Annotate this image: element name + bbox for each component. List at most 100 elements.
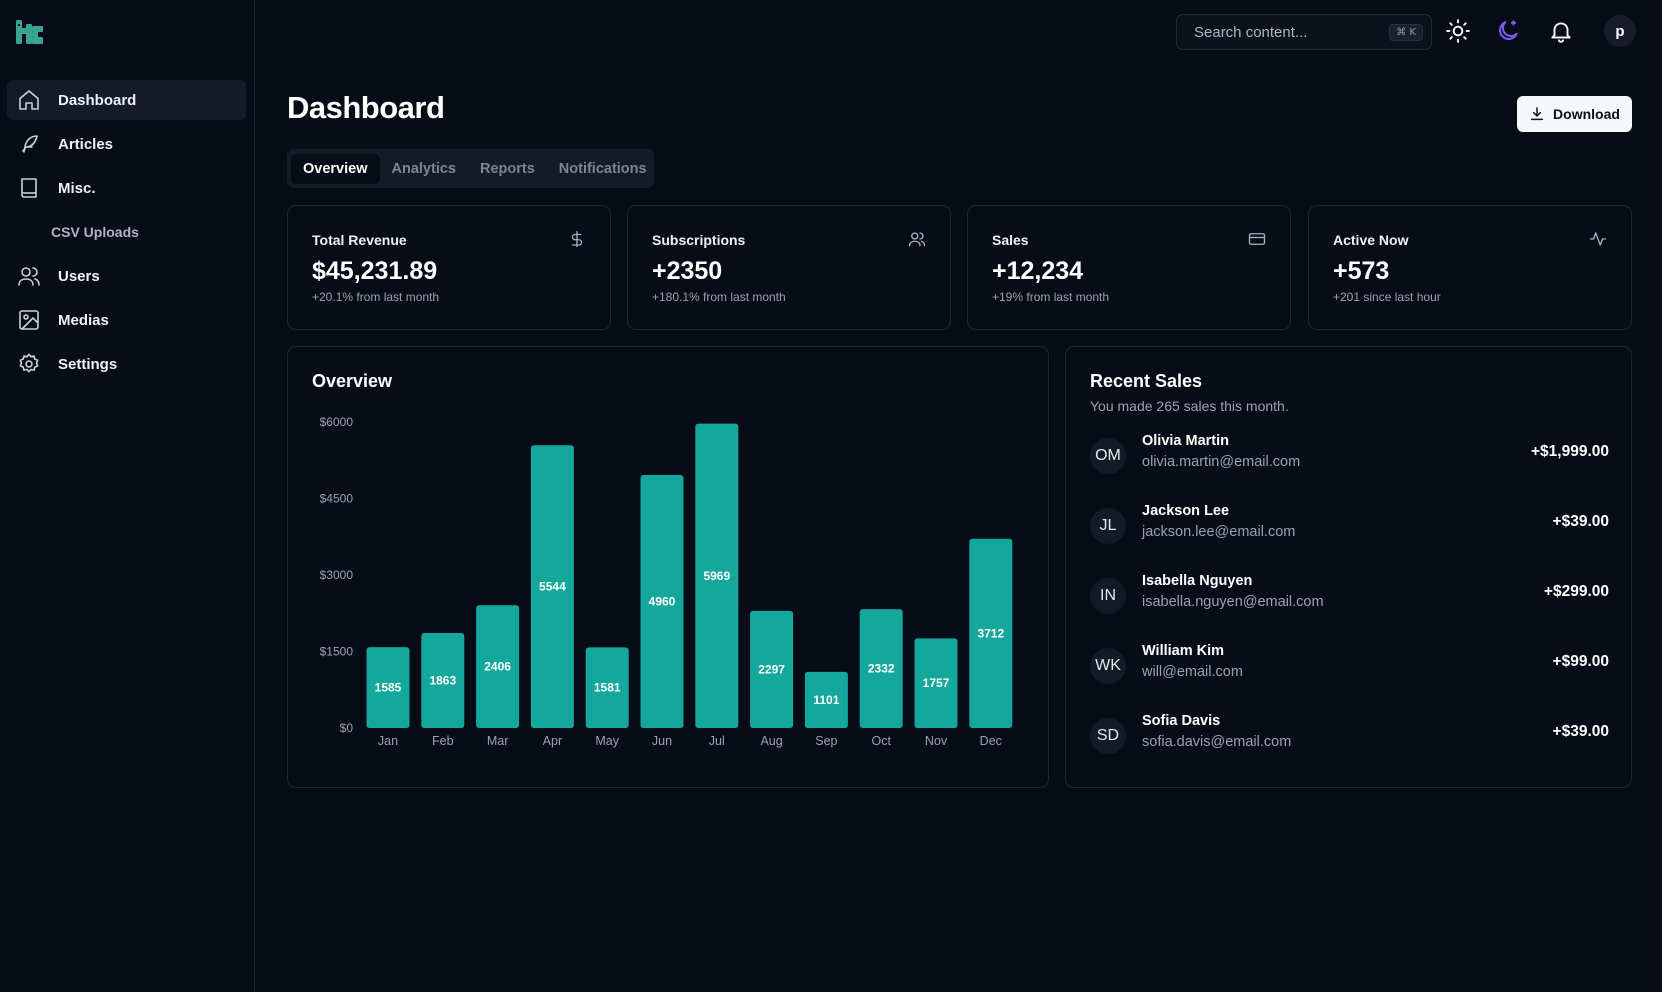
x-tick-label: Aug xyxy=(760,734,782,748)
x-tick-label: May xyxy=(595,734,619,748)
sale-row: IN Isabella Nguyen isabella.nguyen@email… xyxy=(1090,573,1609,617)
y-tick-label: $3000 xyxy=(320,568,354,582)
tab-reports[interactable]: Reports xyxy=(479,160,535,177)
user-avatar[interactable]: p xyxy=(1604,15,1636,47)
sidebar-item-settings[interactable]: Settings xyxy=(7,344,246,384)
tab-notifications[interactable]: Notifications xyxy=(558,160,647,177)
kpi-value: +573 xyxy=(1333,257,1390,285)
bar-value-label: 4960 xyxy=(649,595,676,609)
bar-jul xyxy=(695,423,739,728)
image-icon xyxy=(17,308,41,332)
sidebar-item-label: Users xyxy=(58,267,100,285)
y-tick-label: $0 xyxy=(340,721,354,735)
sidebar-item-dashboard[interactable]: Dashboard xyxy=(7,80,246,120)
bell-icon[interactable] xyxy=(1548,18,1574,44)
bar-feb xyxy=(421,632,465,728)
tab-analytics[interactable]: Analytics xyxy=(391,160,456,177)
kpi-value: +2350 xyxy=(652,257,723,285)
feather-icon xyxy=(17,132,41,156)
x-tick-label: Mar xyxy=(487,734,509,748)
kpi-title: Total Revenue xyxy=(312,232,407,248)
bar-sep xyxy=(804,671,848,728)
bar-value-label: 5969 xyxy=(703,569,730,583)
avatar: SD xyxy=(1090,718,1126,754)
sun-icon[interactable] xyxy=(1445,18,1471,44)
sale-amount: +$99.00 xyxy=(1552,653,1609,670)
sale-row: OM Olivia Martin olivia.martin@email.com… xyxy=(1090,433,1609,477)
kpi-value: +12,234 xyxy=(992,257,1084,285)
sale-row: WK William Kim will@email.com +$99.00 xyxy=(1090,643,1609,687)
sidebar-item-users[interactable]: Users xyxy=(7,256,246,296)
overview-bar-chart: $0 $1500 $3000 $4500 $6000 1585 Jan 1863 Feb 2406… xyxy=(320,415,1013,748)
sidebar-item-label: Articles xyxy=(58,135,114,153)
download-button[interactable]: Download xyxy=(1517,96,1632,132)
bar-value-label: 2406 xyxy=(484,660,511,674)
bar-apr xyxy=(530,445,574,728)
kpi-title: Active Now xyxy=(1333,232,1409,248)
sidebar-item-label: Dashboard xyxy=(58,91,137,109)
dollar-icon xyxy=(568,230,586,248)
sale-row: SD Sofia Davis sofia.davis@email.com +$3… xyxy=(1090,713,1609,757)
y-tick-label: $4500 xyxy=(320,492,354,506)
x-tick-label: Dec xyxy=(980,734,1002,748)
sidebar-item-misc[interactable]: Misc. xyxy=(7,168,246,208)
kpi-card-subscriptions: Subscriptions +2350 +180.1% from last mo… xyxy=(627,205,951,330)
x-tick-label: Oct xyxy=(871,734,891,748)
sidebar-item-label: Settings xyxy=(58,355,118,373)
recent-sales-title: Recent Sales xyxy=(1090,371,1203,391)
kpi-title: Subscriptions xyxy=(652,232,746,248)
kpi-card-sales: Sales +12,234 +19% from last month xyxy=(967,205,1291,330)
bar-mar xyxy=(476,605,520,728)
search-placeholder: Search content... xyxy=(1194,23,1308,41)
moon-icon[interactable] xyxy=(1495,18,1521,44)
bar-nov xyxy=(914,638,958,728)
sidebar-item-articles[interactable]: Articles xyxy=(7,124,246,164)
sale-email: sofia.davis@email.com xyxy=(1142,734,1292,750)
x-tick-label: Jan xyxy=(378,734,398,748)
bar-value-label: 5544 xyxy=(539,580,566,594)
x-tick-label: Apr xyxy=(543,734,562,748)
tab-overview[interactable]: Overview xyxy=(291,153,380,184)
sidebar-item-csv-uploads[interactable]: CSV Uploads xyxy=(51,224,139,240)
kpi-value: $45,231.89 xyxy=(312,257,438,285)
users-icon xyxy=(17,264,41,288)
search-input[interactable]: Search content... ⌘ K xyxy=(1176,14,1432,50)
sale-amount: +$1,999.00 xyxy=(1530,443,1609,460)
sidebar-item-medias[interactable]: Medias xyxy=(7,300,246,340)
page-title: Dashboard xyxy=(287,90,445,125)
sale-email: will@email.com xyxy=(1142,664,1243,680)
bar-value-label: 1581 xyxy=(594,681,621,695)
search-shortcut: ⌘ K xyxy=(1389,23,1423,41)
avatar: WK xyxy=(1090,648,1126,684)
sale-email: olivia.martin@email.com xyxy=(1142,454,1301,470)
kpi-card-active-now: Active Now +573 +201 since last hour xyxy=(1308,205,1632,330)
kpi-subtext: +201 since last hour xyxy=(1333,290,1441,304)
sidebar-item-label: Medias xyxy=(58,311,109,329)
sale-email: jackson.lee@email.com xyxy=(1142,524,1296,540)
kpi-title: Sales xyxy=(992,232,1029,248)
bar-oct xyxy=(859,609,903,728)
recent-sales-card: Recent Sales You made 265 sales this mon… xyxy=(1065,346,1632,788)
kpi-subtext: +180.1% from last month xyxy=(652,290,786,304)
users-icon xyxy=(908,230,926,248)
sale-name: Jackson Lee xyxy=(1142,503,1230,519)
avatar: OM xyxy=(1090,438,1126,474)
home-icon xyxy=(17,88,41,112)
sidebar-item-label: Misc. xyxy=(58,179,96,197)
sidebar-nav: Dashboard Articles Misc. CSV Uploads Use… xyxy=(7,80,246,388)
bar-dec xyxy=(969,538,1013,728)
sale-amount: +$39.00 xyxy=(1552,513,1609,530)
app-logo[interactable] xyxy=(14,16,46,48)
y-tick-label: $1500 xyxy=(320,645,354,659)
sale-name: Olivia Martin xyxy=(1142,433,1230,449)
overview-title: Overview xyxy=(312,371,393,391)
bar-value-label: 1101 xyxy=(813,693,839,707)
sale-email: isabella.nguyen@email.com xyxy=(1142,594,1324,610)
x-tick-label: Jul xyxy=(709,734,725,748)
tab-bar: Overview Analytics Reports Notifications xyxy=(287,149,654,188)
gear-icon xyxy=(17,352,41,376)
x-tick-label: Feb xyxy=(432,734,454,748)
sale-row: JL Jackson Lee jackson.lee@email.com +$3… xyxy=(1090,503,1609,547)
download-label: Download xyxy=(1553,106,1620,122)
sale-name: William Kim xyxy=(1142,643,1225,659)
